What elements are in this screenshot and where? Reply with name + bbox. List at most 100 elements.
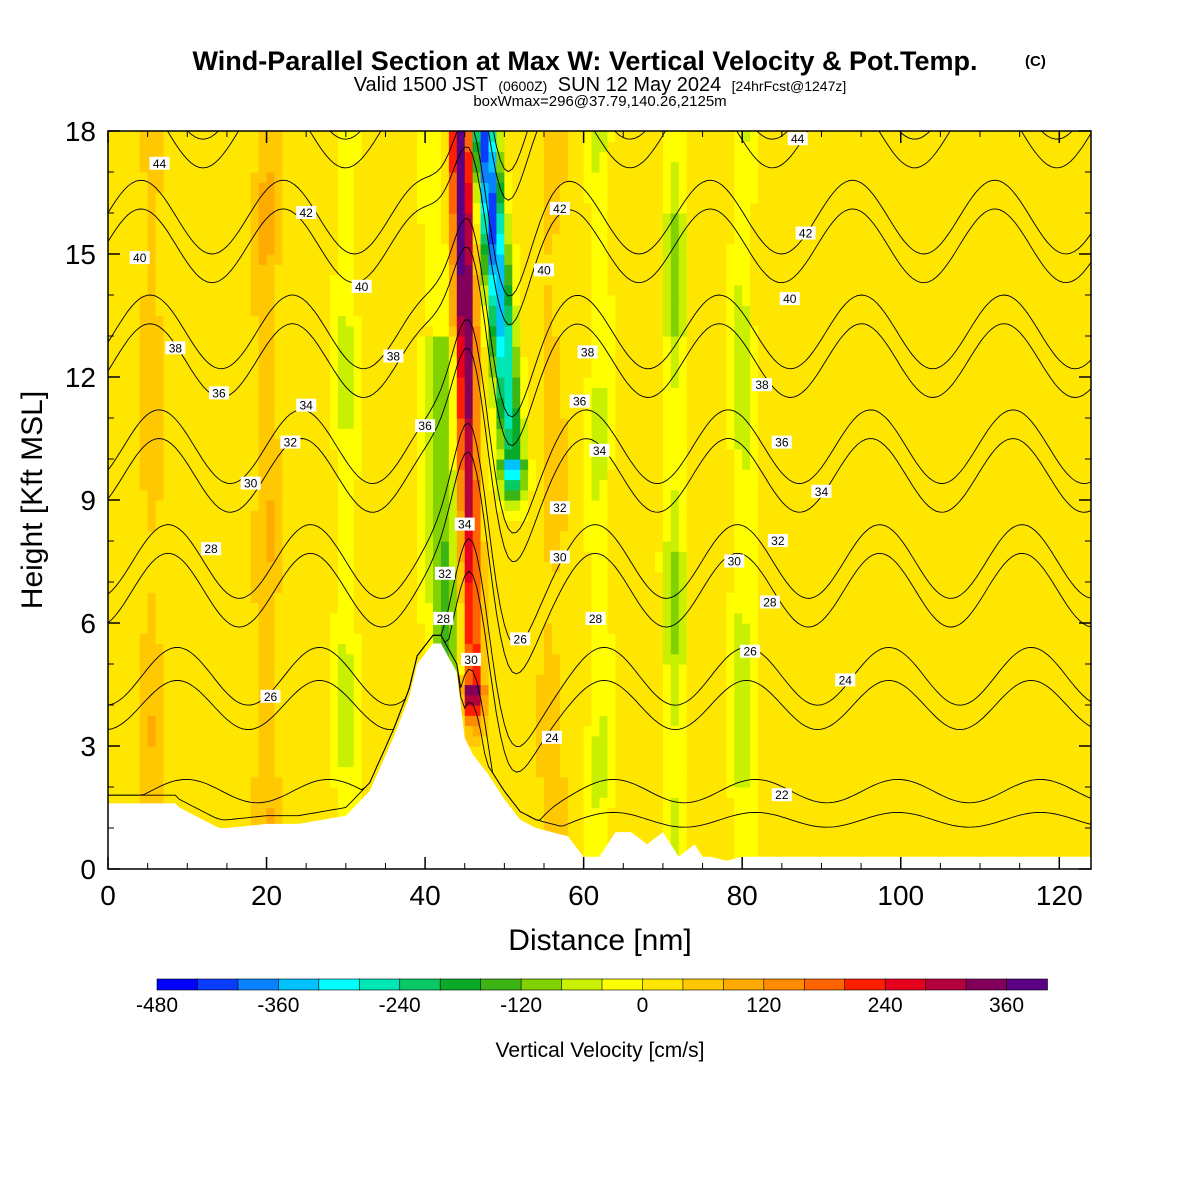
velocity-cell	[329, 356, 339, 368]
velocity-cell	[448, 161, 458, 173]
velocity-cell	[211, 571, 220, 583]
velocity-cell	[480, 612, 490, 624]
velocity-cell	[353, 530, 363, 542]
velocity-cell	[599, 705, 609, 716]
velocity-cell	[187, 735, 196, 747]
velocity-cell	[187, 141, 196, 153]
velocity-cell	[615, 192, 624, 204]
velocity-cell	[393, 387, 402, 399]
velocity-cell	[274, 500, 284, 511]
velocity-cell	[226, 356, 236, 368]
velocity-cell	[464, 336, 474, 347]
velocity-cell	[337, 653, 347, 665]
velocity-cell	[187, 571, 196, 583]
velocity-cell	[187, 787, 196, 798]
velocity-cell	[329, 346, 339, 358]
velocity-cell	[195, 223, 204, 235]
velocity-cell	[385, 448, 394, 460]
velocity-cell	[583, 694, 593, 706]
velocity-cell	[298, 530, 307, 542]
velocity-cell	[591, 274, 601, 286]
velocity-cell	[203, 633, 212, 645]
velocity-cell	[123, 582, 133, 593]
velocity-cell	[123, 243, 133, 255]
velocity-cell	[544, 510, 553, 522]
velocity-cell	[583, 541, 593, 552]
velocity-cell	[583, 510, 593, 522]
velocity-cell	[472, 746, 482, 757]
velocity-cell	[496, 664, 505, 675]
velocity-cell	[322, 510, 331, 522]
velocity-cell	[623, 746, 632, 757]
velocity-cell	[234, 305, 244, 317]
velocity-cell	[337, 295, 347, 306]
velocity-cell	[504, 366, 513, 378]
velocity-cell	[647, 756, 656, 768]
velocity-cell	[108, 356, 117, 368]
velocity-cell	[591, 397, 601, 409]
velocity-cell	[155, 274, 165, 286]
velocity-cell	[607, 510, 616, 522]
velocity-cell	[187, 766, 196, 778]
velocity-cell	[306, 735, 315, 747]
velocity-cell	[472, 161, 482, 173]
velocity-cell	[226, 243, 236, 255]
velocity-cell	[401, 489, 410, 501]
velocity-cell	[234, 397, 244, 409]
velocity-cell	[456, 336, 466, 347]
velocity-cell	[591, 387, 601, 399]
velocity-cell	[575, 387, 585, 399]
velocity-cell	[147, 797, 157, 809]
velocity-cell	[361, 479, 371, 491]
velocity-cell	[139, 469, 149, 481]
velocity-cell	[536, 459, 545, 470]
velocity-cell	[250, 387, 260, 399]
velocity-cell	[187, 223, 196, 235]
velocity-cell	[139, 213, 149, 224]
velocity-cell	[329, 182, 339, 194]
velocity-cell	[647, 674, 656, 686]
velocity-cell	[647, 592, 656, 604]
velocity-cell	[559, 561, 569, 573]
velocity-cell	[575, 264, 585, 276]
velocity-cell	[623, 274, 632, 286]
velocity-cell	[583, 325, 593, 337]
velocity-cell	[440, 633, 450, 645]
velocity-cell	[115, 489, 125, 501]
velocity-cell	[211, 274, 220, 286]
velocity-cell	[187, 172, 196, 183]
velocity-cell	[195, 664, 204, 675]
velocity-cell	[234, 592, 244, 604]
velocity-cell	[567, 407, 577, 419]
velocity-cell	[647, 366, 656, 378]
velocity-cell	[528, 510, 537, 522]
velocity-cell	[567, 541, 577, 552]
velocity-cell	[282, 346, 291, 358]
velocity-cell	[520, 182, 529, 194]
velocity-cell	[115, 756, 125, 768]
velocity-cell	[195, 202, 204, 214]
velocity-cell	[472, 325, 482, 337]
velocity-cell	[623, 756, 632, 768]
velocity-cell	[647, 397, 656, 409]
velocity-cell	[369, 612, 379, 624]
velocity-cell	[171, 500, 180, 511]
velocity-cell	[385, 151, 394, 163]
velocity-cell	[544, 561, 553, 573]
velocity-cell	[314, 520, 323, 532]
velocity-cell	[345, 418, 355, 429]
velocity-cell	[203, 530, 212, 542]
velocity-cell	[385, 295, 394, 306]
velocity-cell	[322, 315, 331, 327]
velocity-cell	[179, 797, 188, 809]
velocity-cell	[274, 356, 284, 368]
velocity-cell	[520, 428, 529, 440]
velocity-cell	[615, 305, 624, 317]
velocity-cell	[329, 489, 339, 501]
velocity-cell	[599, 756, 609, 768]
velocity-cell	[195, 284, 204, 296]
velocity-cell	[369, 766, 379, 778]
velocity-cell	[409, 612, 418, 624]
velocity-cell	[234, 479, 244, 491]
velocity-cell	[298, 561, 307, 573]
